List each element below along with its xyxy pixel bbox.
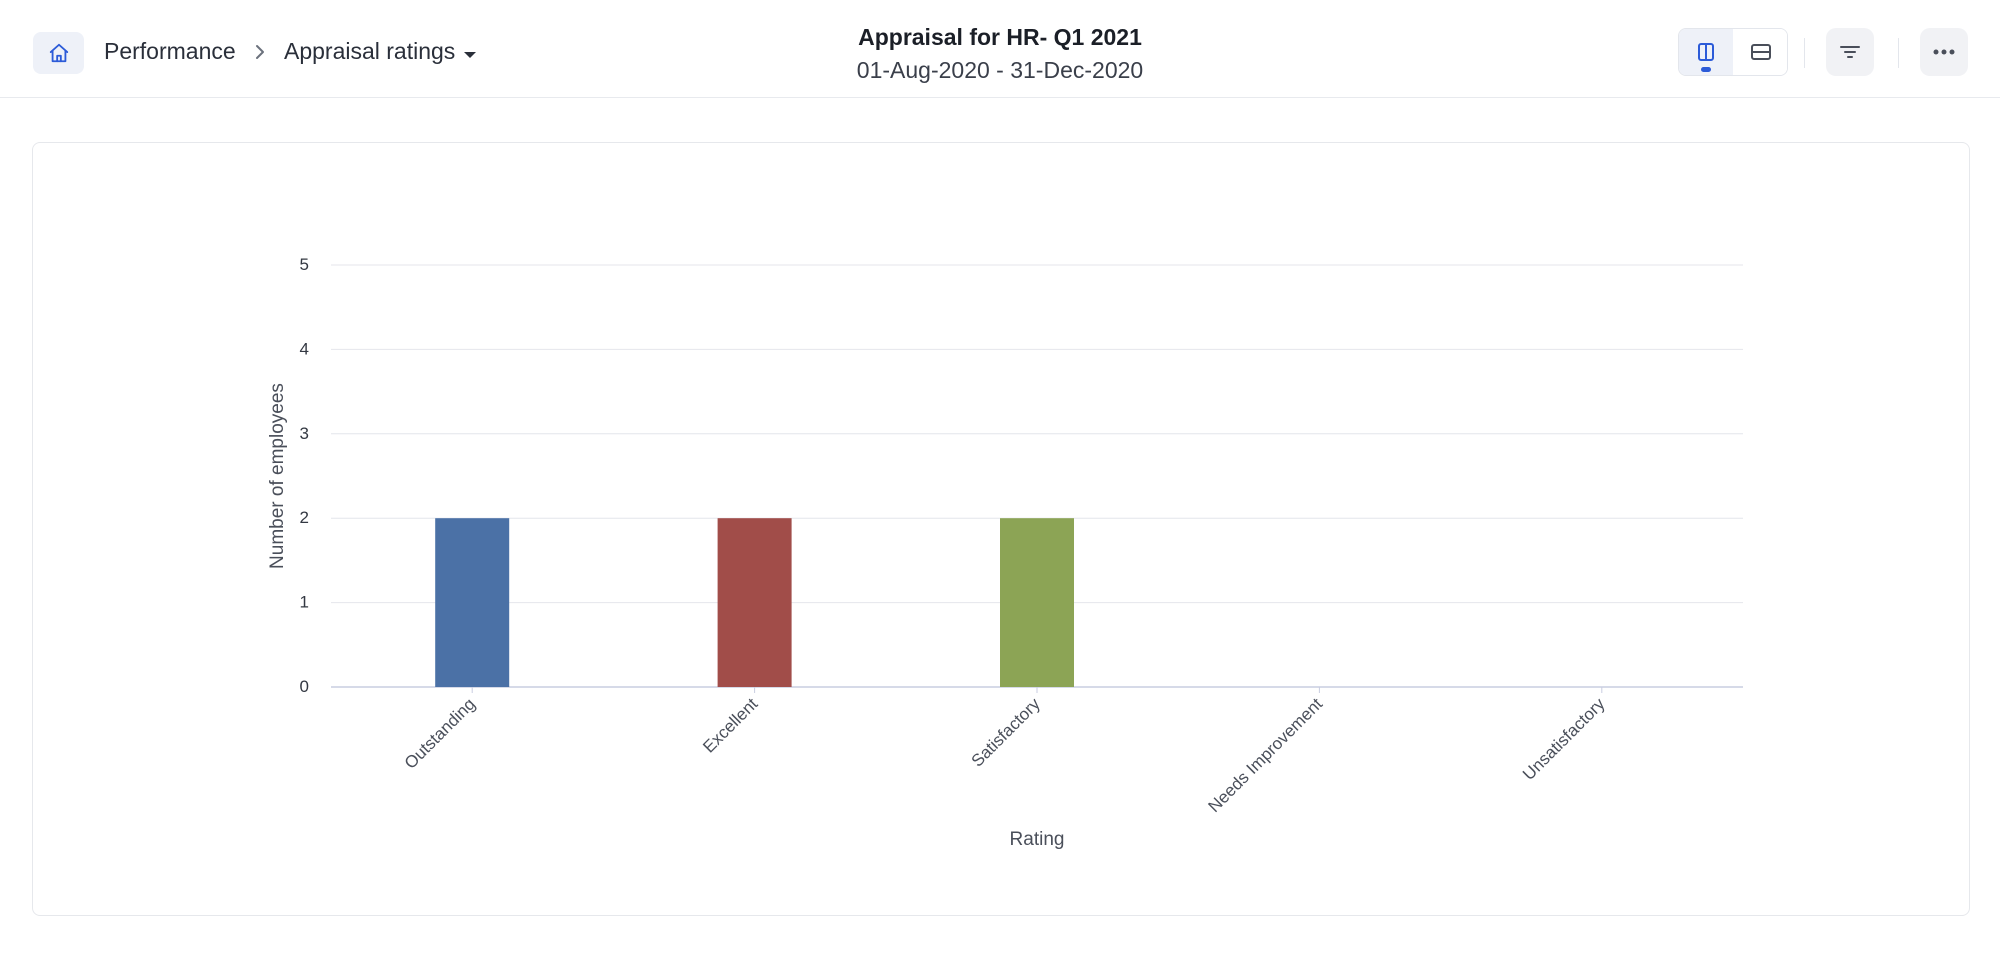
chevron-right-icon (256, 45, 264, 59)
view-toggle (1678, 28, 1788, 76)
toolbar-divider (1804, 38, 1805, 68)
y-axis-title: Number of employees (267, 383, 288, 569)
page-title: Appraisal for HR- Q1 2021 (858, 24, 1142, 50)
y-tick-label: 0 (300, 677, 309, 696)
y-tick-label: 4 (300, 339, 309, 358)
breadcrumb-appraisal-ratings[interactable]: Appraisal ratings (284, 38, 456, 64)
date-range: 01-Aug-2020 - 31-Dec-2020 (856, 57, 1144, 83)
bar-excellent (717, 518, 792, 687)
columns-icon (1698, 43, 1714, 61)
x-tick-label: Satisfactory (968, 694, 1045, 771)
x-axis-title: Rating (1010, 829, 1065, 850)
x-tick-label: Outstanding (401, 694, 479, 772)
filter-icon (1840, 46, 1860, 58)
filter-button[interactable] (1826, 28, 1874, 76)
chevron-down-icon[interactable] (462, 50, 478, 60)
x-tick-label: Unsatisfactory (1519, 694, 1609, 784)
y-tick-label: 2 (300, 508, 309, 527)
active-indicator (1701, 67, 1711, 72)
rows-icon (1751, 44, 1771, 60)
stacked-view-button[interactable] (1734, 29, 1787, 75)
home-icon (49, 43, 68, 63)
toolbar-divider (1898, 38, 1899, 68)
more-horizontal-icon (1933, 49, 1955, 55)
split-view-button[interactable] (1679, 29, 1733, 75)
x-tick-label: Excellent (699, 694, 761, 756)
y-tick-label: 5 (300, 255, 309, 274)
x-tick-label: Needs Improvement (1205, 694, 1327, 816)
bar-outstanding (435, 518, 510, 687)
more-options-button[interactable] (1920, 28, 1968, 76)
bar-satisfactory (1000, 518, 1074, 687)
chart-card: 0 1 2 3 4 5 Outstanding Excellent Satisfactory Ne… (32, 142, 1970, 916)
page-header: Performance Appraisal ratings Appraisal … (0, 0, 2000, 98)
breadcrumb-performance[interactable]: Performance (104, 38, 236, 64)
home-button[interactable] (33, 32, 84, 74)
y-tick-label: 1 (300, 593, 309, 612)
y-tick-label: 3 (300, 424, 309, 443)
report-title-block: Appraisal for HR- Q1 2021 01-Aug-2020 - … (750, 24, 1250, 84)
rating-bar-chart: 0 1 2 3 4 5 Outstanding Excellent Satisfactory Ne… (267, 255, 1743, 850)
